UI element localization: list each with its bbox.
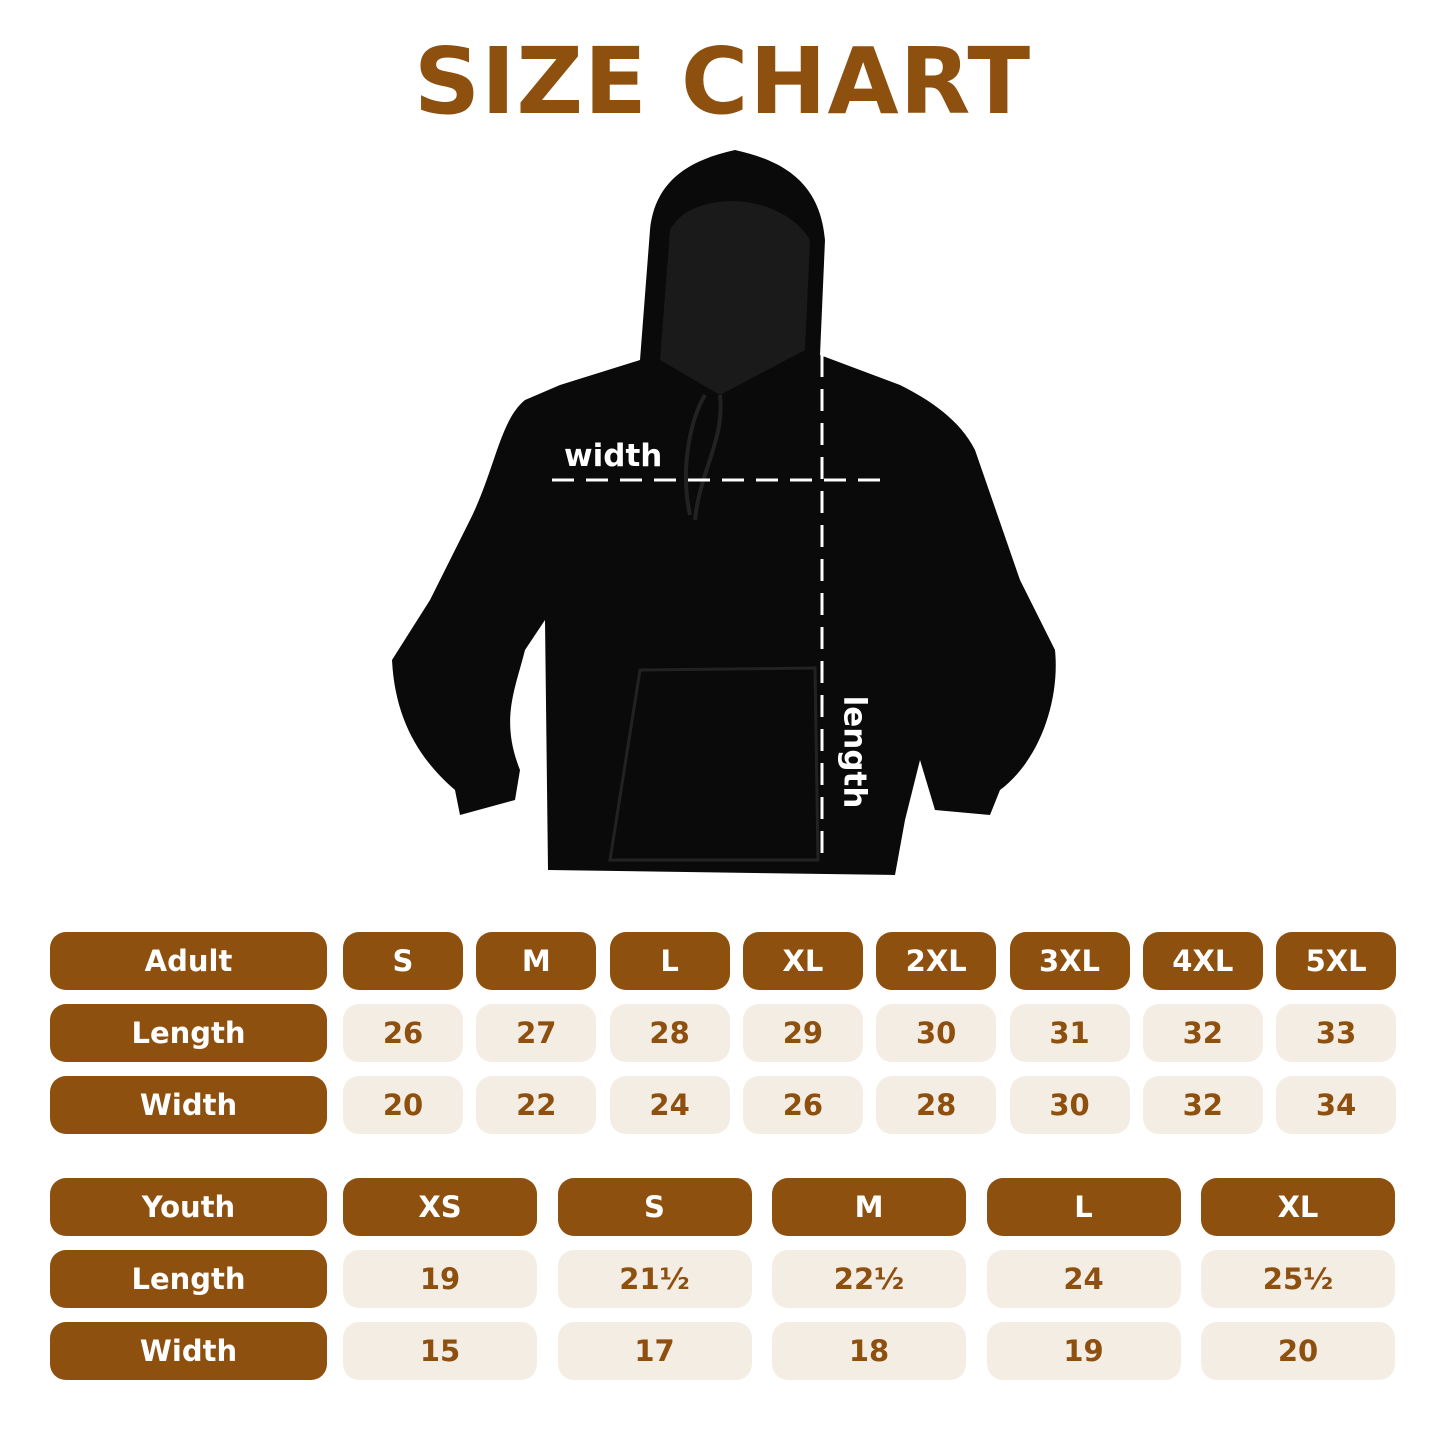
page-title: SIZE CHART	[413, 28, 1032, 135]
youth-value-cell: 22½	[772, 1250, 966, 1308]
youth-row-label: Width	[50, 1322, 327, 1380]
adult-size-header: S	[343, 932, 463, 990]
youth-value-cell: 21½	[557, 1250, 752, 1308]
adult-value-cell: 24	[609, 1076, 730, 1134]
adult-size-header: 4XL	[1142, 932, 1263, 990]
adult-size-header: 2XL	[876, 932, 997, 990]
width-label: width	[564, 438, 663, 474]
adult-value-cell: 33	[1276, 1004, 1397, 1062]
adult-value-cell: 30	[876, 1004, 997, 1062]
adult-value-cell: 27	[476, 1004, 597, 1062]
adult-size-header: M	[476, 932, 597, 990]
youth-value-cell: 17	[557, 1322, 752, 1380]
adult-value-cell: 29	[742, 1004, 863, 1062]
adult-row-label: Length	[50, 1004, 327, 1062]
youth-value-cell: 24	[986, 1250, 1181, 1308]
adult-value-cell: 31	[1009, 1004, 1130, 1062]
adult-row-label: Width	[50, 1076, 327, 1134]
adult-size-header: 3XL	[1009, 932, 1130, 990]
adult-value-cell: 26	[343, 1004, 463, 1062]
youth-size-header: XS	[343, 1178, 537, 1236]
adult-size-header: 5XL	[1276, 932, 1397, 990]
adult-value-cell: 26	[742, 1076, 863, 1134]
youth-size-header: S	[557, 1178, 752, 1236]
youth-value-cell: 19	[986, 1322, 1181, 1380]
adult-value-cell: 28	[876, 1076, 997, 1134]
adult-value-cell: 34	[1276, 1076, 1397, 1134]
adult-value-cell: 22	[476, 1076, 597, 1134]
youth-value-cell: 25½	[1201, 1250, 1395, 1308]
adult-size-header: XL	[742, 932, 863, 990]
youth-header-label: Youth	[50, 1178, 327, 1236]
hoodie-illustration	[392, 150, 1056, 875]
youth-size-header: L	[986, 1178, 1181, 1236]
hoodie-body	[392, 150, 1056, 875]
youth-row-label: Length	[50, 1250, 327, 1308]
adult-value-cell: 32	[1142, 1076, 1263, 1134]
adult-header-label: Adult	[50, 932, 327, 990]
adult-value-cell: 28	[609, 1004, 730, 1062]
youth-size-header: XL	[1201, 1178, 1395, 1236]
adult-size-header: L	[609, 932, 730, 990]
length-label: length	[836, 695, 873, 809]
youth-value-cell: 15	[343, 1322, 537, 1380]
youth-value-cell: 18	[772, 1322, 966, 1380]
youth-size-header: M	[772, 1178, 966, 1236]
adult-value-cell: 20	[343, 1076, 463, 1134]
adult-value-cell: 30	[1009, 1076, 1130, 1134]
youth-value-cell: 19	[343, 1250, 537, 1308]
youth-value-cell: 20	[1201, 1322, 1395, 1380]
adult-value-cell: 32	[1142, 1004, 1263, 1062]
